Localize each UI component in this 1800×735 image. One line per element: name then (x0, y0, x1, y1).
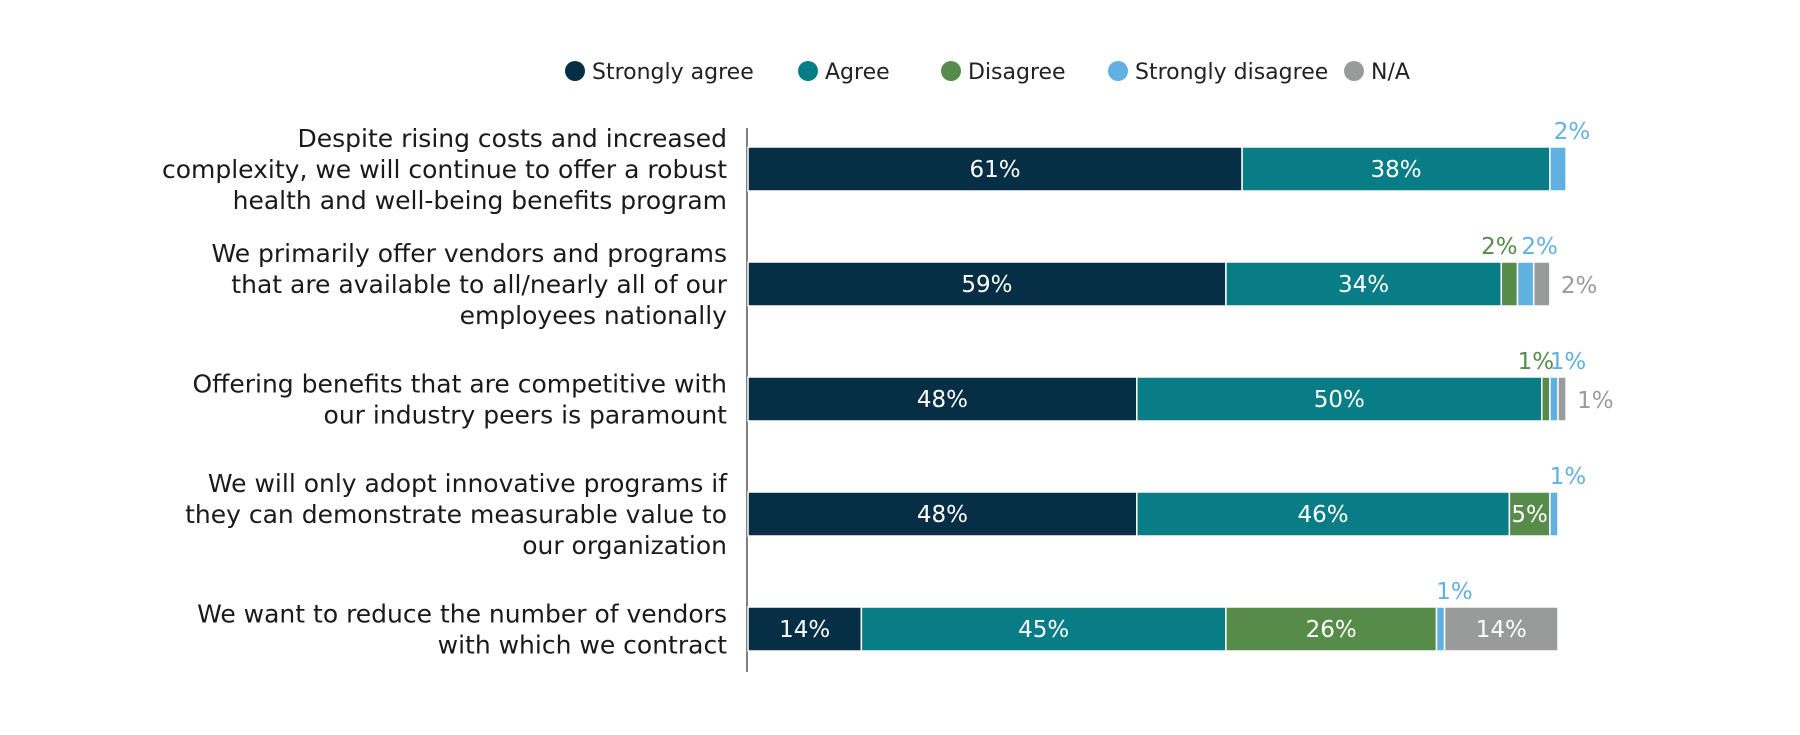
bar-segment-strongly-agree (747, 606, 863, 652)
bar-segment-agree (1241, 146, 1551, 192)
legend-label-strongly-disagree: Strongly disagree (1135, 60, 1328, 85)
value-label-strongly-disagree: 2% (1521, 234, 1558, 260)
bar-segment-disagree (1541, 376, 1551, 422)
category-label: Despite rising costs and increased (297, 124, 727, 153)
bar-segment-disagree (1500, 261, 1519, 307)
bar-segment-strongly-disagree (1435, 606, 1446, 652)
category-label: We primarily offer vendors and programs (211, 239, 727, 268)
legend-marker-strongly-agree (565, 61, 585, 81)
value-label-strongly-disagree: 2% (1554, 119, 1591, 145)
category-label: employees nationally (460, 301, 728, 330)
category-label: with which we contract (438, 631, 728, 660)
value-label-agree: 50% (1314, 387, 1365, 413)
value-label-n-a: 14% (1476, 617, 1527, 643)
bar-segment-n-a (1532, 261, 1551, 307)
category-label: complexity, we will continue to offer a … (162, 155, 727, 184)
legend-label-agree: Agree (825, 60, 890, 85)
value-labels: 61% 38%2%59% 34%2% 2%2%48% 50%1%1%1%48% 46% 5%… (779, 119, 1613, 643)
category-label: our organization (522, 531, 727, 560)
category-label: We will only adopt innovative programs i… (208, 469, 728, 498)
category-labels: Despite rising costs and increasedcomple… (162, 124, 728, 660)
value-label-n-a: 2% (1561, 273, 1598, 299)
value-label-strongly-agree: 14% (779, 617, 830, 643)
value-label-disagree: 2% (1481, 234, 1518, 260)
bar-segment-strongly-agree (747, 261, 1227, 307)
legend-marker-strongly-disagree (1108, 61, 1128, 81)
value-label-disagree: 26% (1306, 617, 1357, 643)
category-label: Offering benefits that are competitive w… (192, 370, 727, 399)
bar-segment-strongly-disagree (1549, 376, 1559, 422)
category-label: We want to reduce the number of vendors (197, 600, 727, 629)
bar-segment-n-a (1557, 376, 1567, 422)
value-label-n-a: 1% (1577, 388, 1614, 414)
category-label: our industry peers is paramount (324, 401, 728, 430)
legend-marker-n-a (1344, 61, 1364, 81)
legend-label-disagree: Disagree (968, 60, 1066, 85)
legend: Strongly agree Agree Disagree Strongly disa… (565, 60, 1410, 85)
legend-marker-agree (798, 61, 818, 81)
value-label-agree: 38% (1370, 157, 1421, 183)
bars (747, 146, 1567, 652)
legend-label-n-a: N/A (1371, 60, 1410, 85)
value-label-disagree: 5% (1511, 502, 1548, 528)
value-label-agree: 34% (1338, 272, 1389, 298)
value-label-disagree: 1% (1518, 349, 1555, 375)
value-label-strongly-agree: 59% (961, 272, 1012, 298)
category-label: they can demonstrate measurable value to (185, 500, 727, 529)
value-label-strongly-agree: 48% (917, 387, 968, 413)
bar-segment-disagree (1508, 491, 1551, 537)
category-label: that are available to all/nearly all of … (231, 270, 727, 299)
bar-segment-strongly-disagree (1549, 491, 1559, 537)
bar-segment-agree (860, 606, 1227, 652)
value-label-strongly-agree: 48% (917, 502, 968, 528)
legend-label-strongly-agree: Strongly agree (592, 60, 754, 85)
bar-segment-agree (1136, 376, 1543, 422)
category-label: health and well-being benefits program (233, 186, 727, 215)
bar-segment-strongly-disagree (1516, 261, 1535, 307)
value-label-strongly-agree: 61% (969, 157, 1020, 183)
value-label-strongly-disagree: 1% (1550, 464, 1587, 490)
value-label-strongly-disagree: 1% (1436, 579, 1473, 605)
value-label-agree: 45% (1018, 617, 1069, 643)
value-label-strongly-disagree: 1% (1550, 349, 1587, 375)
legend-marker-disagree (941, 61, 961, 81)
bar-segment-strongly-disagree (1549, 146, 1567, 192)
value-label-agree: 46% (1298, 502, 1349, 528)
bar-segment-n-a (1443, 606, 1559, 652)
